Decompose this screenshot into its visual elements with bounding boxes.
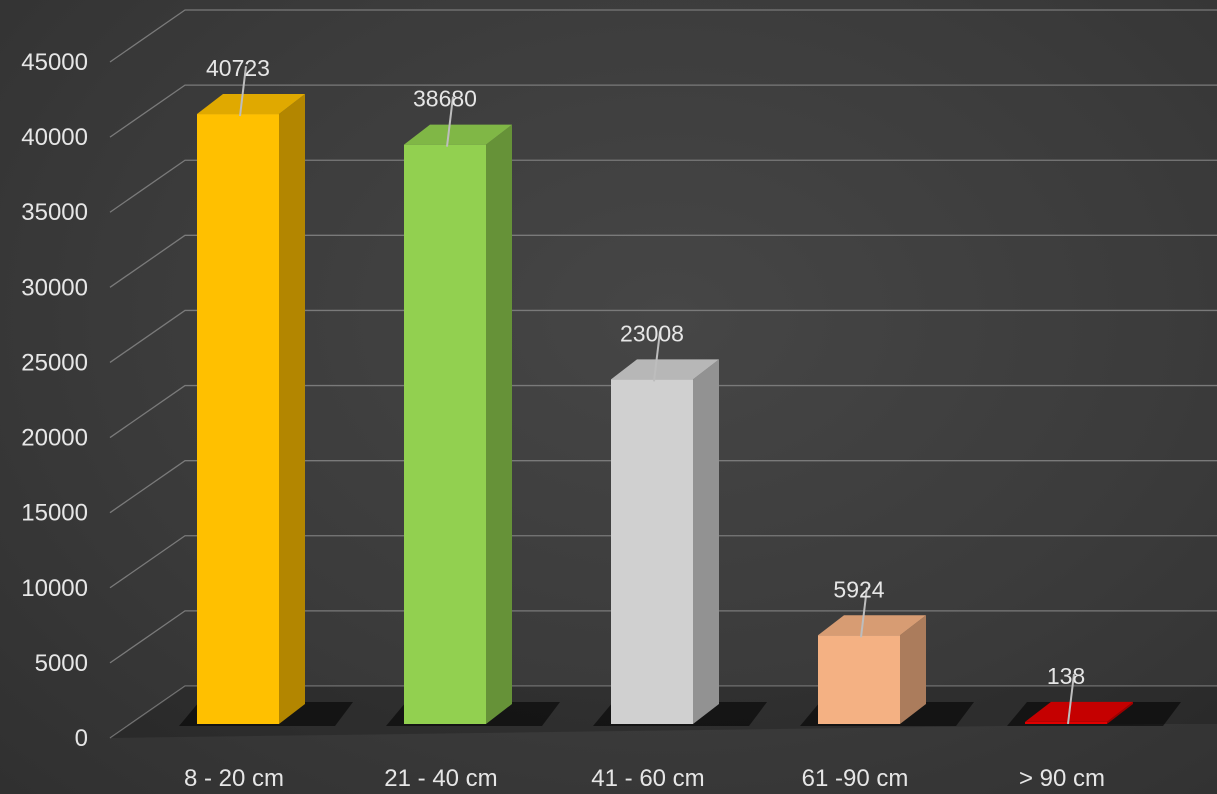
y-tick-label: 35000	[21, 199, 88, 226]
gridline	[109, 460, 1217, 514]
bar-side	[693, 359, 719, 724]
bar-side	[900, 615, 926, 724]
y-tick-label: 10000	[21, 575, 88, 602]
gridline	[109, 159, 1217, 213]
data-label: 40723	[206, 55, 270, 81]
y-tick-label: 0	[75, 725, 88, 752]
data-label-leader	[446, 96, 454, 147]
data-label-leader	[239, 65, 247, 117]
data-label-leader	[860, 587, 868, 638]
x-tick-label: 61 -90 cm	[802, 765, 909, 792]
gridline	[109, 610, 1217, 664]
y-tick-label: 30000	[21, 274, 88, 301]
x-tick-label: > 90 cm	[1019, 765, 1105, 792]
y-tick-label: 40000	[21, 124, 88, 151]
data-label: 5924	[833, 576, 884, 602]
x-tick-label: 21 - 40 cm	[384, 765, 497, 792]
bar	[404, 144, 486, 725]
gridline	[109, 9, 1217, 63]
bar-top	[611, 359, 719, 380]
bar-top	[1025, 701, 1133, 722]
bar-side	[279, 94, 305, 725]
data-label: 23008	[620, 320, 684, 346]
data-label: 38680	[413, 86, 477, 112]
y-tick-label: 45000	[21, 49, 88, 76]
bar-top	[818, 615, 926, 636]
bar-top	[404, 124, 512, 145]
data-label: 138	[1047, 663, 1085, 689]
y-tick-label: 15000	[21, 500, 88, 527]
x-tick-label: 8 - 20 cm	[184, 765, 284, 792]
gridline	[109, 535, 1217, 589]
gridline	[109, 309, 1217, 363]
bar	[197, 114, 279, 725]
x-tick-label: 41 - 60 cm	[591, 765, 704, 792]
gridline	[109, 384, 1217, 439]
bar-top	[197, 94, 305, 115]
bar	[1025, 721, 1107, 724]
bar	[818, 635, 900, 724]
bar-side	[1107, 701, 1133, 724]
bar	[611, 379, 693, 724]
bar-side	[486, 124, 512, 725]
gridline	[109, 84, 1217, 138]
data-label-leader	[653, 331, 661, 382]
data-label-leader	[1067, 673, 1075, 725]
y-tick-label: 5000	[35, 650, 88, 677]
y-tick-label: 20000	[21, 425, 88, 452]
gridline	[109, 234, 1217, 288]
y-tick-label: 25000	[21, 349, 88, 376]
